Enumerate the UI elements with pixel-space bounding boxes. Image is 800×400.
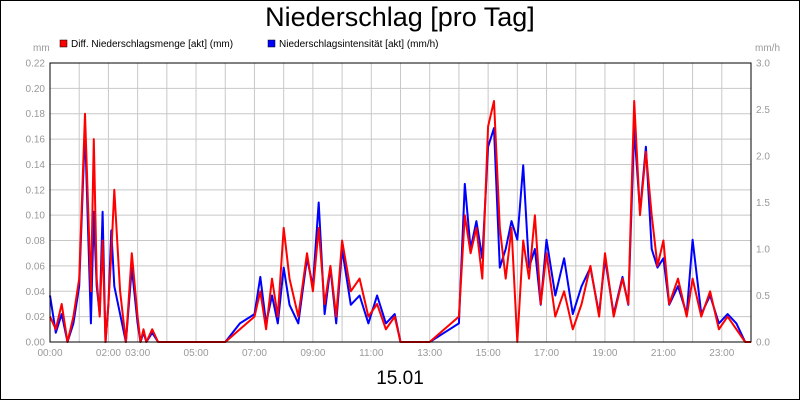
x-tick-label: 03:00 (125, 348, 150, 359)
legend-label-niederschlagsmenge: Diff. Niederschlagsmenge [akt] (mm) (71, 39, 233, 50)
y-right-tick-label: 2.5 (756, 105, 770, 116)
x-tick-label: 17:00 (534, 348, 559, 359)
x-tick-label: 00:00 (37, 348, 62, 359)
y-left-tick-label: 0.20 (26, 84, 46, 95)
y-right-tick-label: 1.5 (756, 198, 770, 209)
plot-area (49, 100, 751, 343)
plot-border (49, 62, 752, 343)
y-left-unit: mm (33, 43, 50, 54)
chart-title: Niederschlag [pro Tag] (265, 2, 535, 32)
y-left-tick-label: 0.10 (26, 211, 46, 222)
y-left-tick-label: 0.12 (26, 185, 46, 196)
y-left-tick-label: 0.06 (26, 261, 46, 272)
x-axis-label: 15.01 (376, 368, 424, 389)
y-left-tick-label: 0.00 (26, 338, 46, 349)
y-left-tick-label: 0.08 (26, 236, 46, 247)
legend: Diff. Niederschlagsmenge [akt] (mm) Niede… (59, 39, 439, 50)
grid (50, 62, 751, 343)
x-tick-label: 09:00 (300, 348, 325, 359)
y-right-tick-label: 2.0 (756, 152, 770, 163)
axes: 0.00 0.02 0.04 0.06 0.08 0.10 0.12 0.14 0.16 0.18… (26, 43, 780, 359)
x-tick-label: 23:00 (709, 348, 734, 359)
y-right-tick-label: 0.0 (756, 338, 770, 349)
legend-swatch-intensitaet (267, 39, 276, 48)
x-tick-label: 21:00 (651, 348, 676, 359)
x-tick-label: 05:00 (184, 348, 209, 359)
y-left-tick-label: 0.14 (26, 160, 46, 171)
x-tick-label: 07:00 (242, 348, 267, 359)
legend-swatch-niederschlagsmenge (59, 39, 68, 48)
y-left-tick-label: 0.16 (26, 135, 46, 146)
y-right-tick-label: 3.0 (756, 59, 770, 70)
y-left-tick-label: 0.22 (26, 59, 46, 70)
legend-label-intensitaet: Niederschlagsintensität [akt] (mm/h) (279, 39, 439, 50)
x-tick-label: 13:00 (417, 348, 442, 359)
series-line-niederschlagsmenge (49, 100, 751, 343)
x-tick-label: 15:00 (476, 348, 501, 359)
x-tick-label: 02:00 (96, 348, 121, 359)
y-right-unit: mm/h (755, 43, 780, 54)
y-left-tick-label: 0.18 (26, 109, 46, 120)
x-tick-label: 11:00 (359, 348, 384, 359)
y-left-tick-label: 0.02 (26, 312, 46, 323)
y-right-tick-label: 0.5 (756, 291, 770, 302)
y-right-tick-label: 1.0 (756, 245, 770, 256)
y-left-tick-label: 0.04 (26, 287, 46, 298)
x-tick-label: 19:00 (592, 348, 617, 359)
